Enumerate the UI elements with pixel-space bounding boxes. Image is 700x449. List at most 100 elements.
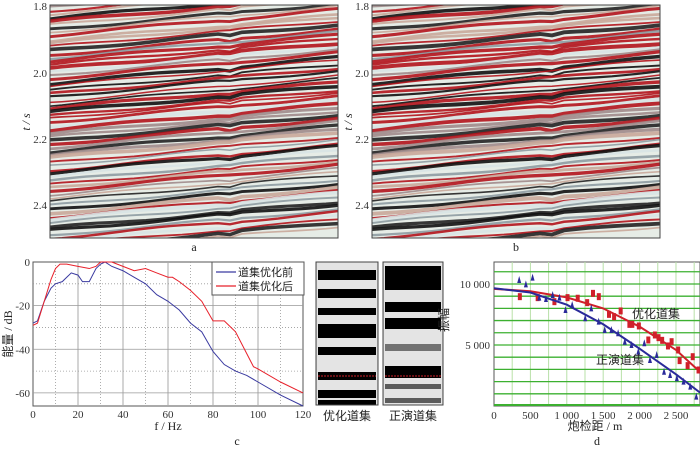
x-tick-label: 40 bbox=[118, 409, 130, 421]
seismic-event bbox=[372, 160, 660, 189]
gather-event bbox=[318, 324, 376, 338]
seismic-event bbox=[372, 166, 660, 197]
x-tick-label: 1 000 bbox=[554, 410, 579, 422]
seismic-event bbox=[372, 23, 660, 52]
y-tick-label: -40 bbox=[15, 344, 30, 356]
data-point-forward bbox=[523, 280, 528, 288]
ytick-a: 2.0 bbox=[33, 68, 47, 80]
seismic-event bbox=[50, 27, 338, 57]
data-point-optimized bbox=[690, 353, 695, 361]
data-point-optimized bbox=[665, 342, 670, 350]
seismic-event bbox=[372, 42, 660, 70]
x-tick-label: 1 500 bbox=[591, 410, 616, 422]
seismic-event bbox=[50, 131, 338, 159]
data-point-optimized bbox=[590, 289, 595, 297]
data-point-optimized bbox=[669, 338, 674, 346]
xlabel-d: 炮检距 / m bbox=[568, 418, 623, 433]
seismic-event bbox=[372, 143, 660, 176]
seismic-event bbox=[50, 162, 338, 193]
seismic-event bbox=[372, 175, 660, 202]
seismic-event bbox=[372, 84, 660, 114]
seismic-event bbox=[372, 6, 660, 39]
data-point-optimized bbox=[575, 294, 580, 302]
ytick-a: 2.4 bbox=[33, 200, 47, 212]
seismic-event bbox=[50, 127, 338, 157]
gather-event bbox=[385, 266, 441, 290]
optimized-gather bbox=[316, 262, 378, 405]
seismic-event bbox=[50, 5, 338, 31]
ytick-b: 1.8 bbox=[355, 1, 369, 13]
seismic-event bbox=[372, 97, 660, 130]
ylabel-a: t / s bbox=[19, 113, 33, 131]
seismic-event bbox=[372, 138, 660, 166]
seismic-event bbox=[372, 116, 660, 147]
series-label-optimized: 优化道集 bbox=[632, 306, 680, 321]
seismic-event bbox=[50, 21, 338, 47]
ylabel-d: 振幅 bbox=[436, 308, 451, 332]
seismic-event bbox=[50, 154, 338, 182]
seismic-event bbox=[372, 196, 660, 225]
ytick-a: 2.2 bbox=[33, 134, 47, 146]
seismic-event bbox=[50, 185, 338, 216]
data-point-forward bbox=[647, 355, 652, 363]
gather-event bbox=[385, 302, 441, 312]
seismic-event bbox=[372, 159, 660, 185]
seismic-event bbox=[372, 5, 660, 31]
seismic-event bbox=[372, 185, 660, 216]
y-tick-label: 0 bbox=[25, 257, 31, 269]
x-tick-label: 2 000 bbox=[627, 410, 652, 422]
ylabel-b: t / s bbox=[341, 113, 355, 131]
seismic-event bbox=[50, 94, 338, 124]
seismic-event bbox=[372, 190, 660, 223]
seismic-event bbox=[50, 32, 338, 64]
seismic-event bbox=[50, 119, 338, 151]
seismic-event bbox=[372, 50, 660, 82]
seismic-event bbox=[50, 116, 338, 147]
seismic-event bbox=[50, 203, 338, 231]
seismic-event bbox=[50, 90, 338, 116]
seismic-event bbox=[50, 16, 338, 45]
seismic-event bbox=[50, 13, 338, 43]
gather-label-forward: 正演道集 bbox=[389, 408, 437, 423]
seismic-event bbox=[50, 143, 338, 176]
seismic-event bbox=[50, 138, 338, 166]
legend-box bbox=[211, 261, 305, 296]
seismic-event bbox=[50, 46, 338, 73]
seismic-event bbox=[372, 203, 660, 231]
seismic-event bbox=[372, 136, 660, 163]
data-point-forward bbox=[654, 350, 659, 358]
seismic-event bbox=[50, 111, 338, 138]
seismic-section-b bbox=[372, 5, 660, 238]
seismic-event bbox=[372, 90, 660, 116]
seismic-event bbox=[108, 218, 338, 238]
data-point-optimized bbox=[552, 298, 557, 306]
data-point-forward bbox=[629, 340, 634, 348]
seismic-event bbox=[372, 106, 660, 136]
data-point-forward bbox=[602, 325, 607, 333]
seismic-event bbox=[50, 166, 338, 197]
gather-label-optimized: 优化道集 bbox=[323, 408, 371, 423]
series-line-before bbox=[32, 261, 304, 407]
seismic-event bbox=[50, 92, 338, 119]
data-point-optimized bbox=[685, 362, 690, 370]
seismic-event bbox=[372, 123, 660, 155]
seismic-event bbox=[50, 160, 338, 189]
gather-event bbox=[385, 366, 441, 378]
seismic-event bbox=[372, 48, 660, 77]
seismic-event bbox=[430, 218, 660, 238]
ylabel-c: 能量 / dB bbox=[1, 310, 15, 357]
y-tick-label: 10 000 bbox=[460, 279, 491, 291]
seismic-event bbox=[50, 209, 338, 238]
x-tick-label: 500 bbox=[522, 410, 539, 422]
seismic-event bbox=[160, 221, 338, 238]
seismic-event bbox=[50, 64, 338, 91]
seismic-event bbox=[372, 208, 660, 237]
seismic-event bbox=[50, 80, 338, 111]
series-line-after bbox=[32, 261, 304, 394]
gather-event bbox=[318, 347, 376, 355]
seismic-event bbox=[372, 111, 660, 138]
seismic-event bbox=[372, 5, 450, 13]
seismic-event bbox=[50, 74, 338, 104]
gather-frame bbox=[382, 261, 444, 406]
